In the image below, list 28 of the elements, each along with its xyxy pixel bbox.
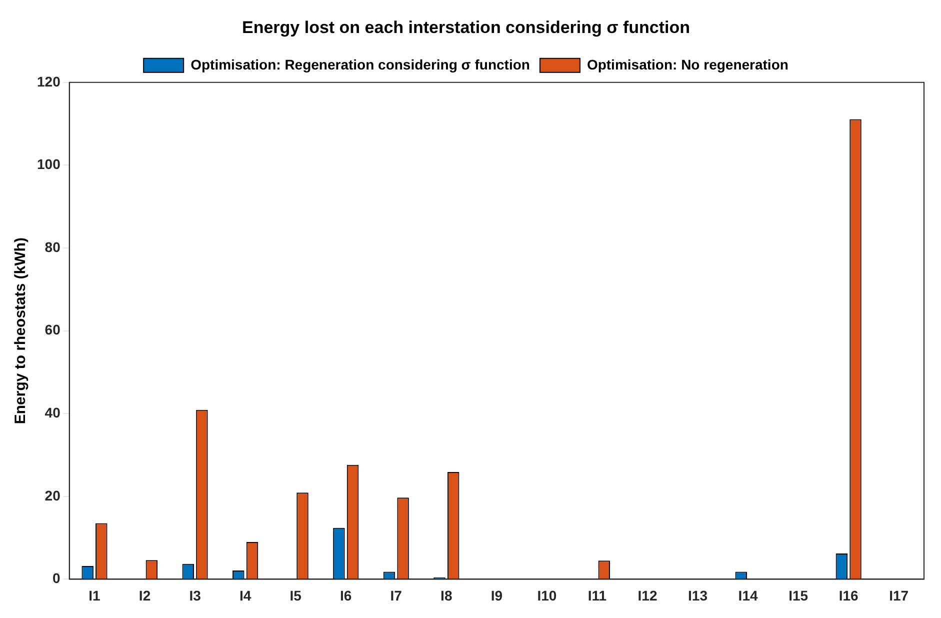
x-tick-label: I15	[788, 587, 808, 604]
chart-title: Energy lost on each interstation considering σ function	[242, 18, 690, 37]
x-tick-label: I13	[688, 587, 708, 604]
x-tick-label: I1	[88, 587, 101, 604]
x-tick-label: I12	[638, 587, 658, 604]
y-tick-label: 0	[52, 570, 61, 586]
x-tick-label: I17	[889, 587, 909, 604]
x-tick-label: I6	[340, 587, 352, 604]
y-axis-title: Energy to rheostats (kWh)	[12, 237, 30, 424]
x-tick-label: I2	[138, 587, 151, 604]
y-tick-label: 80	[44, 238, 61, 255]
y-tick-label: 20	[44, 487, 61, 504]
x-tick-label: I3	[189, 587, 202, 604]
legend-label: Optimisation: Regeneration considering σ function	[190, 56, 530, 72]
x-tick-label: I9	[490, 587, 503, 604]
y-tick-label: 60	[44, 322, 61, 338]
x-tick-label: I11	[588, 587, 607, 604]
x-tick-label: I16	[838, 587, 859, 604]
x-tick-label: I8	[440, 587, 452, 604]
x-tick-label: I5	[290, 587, 302, 604]
x-tick-label: I10	[537, 587, 557, 604]
legend-label: Optimisation: No regeneration	[586, 56, 788, 72]
y-tick-label: 120	[37, 73, 61, 90]
x-tick-label: I4	[239, 587, 252, 604]
y-tick-label: 40	[44, 404, 61, 420]
y-tick-label: 100	[37, 156, 61, 172]
x-tick-label: I14	[738, 587, 758, 604]
x-tick-label: I7	[390, 587, 402, 604]
